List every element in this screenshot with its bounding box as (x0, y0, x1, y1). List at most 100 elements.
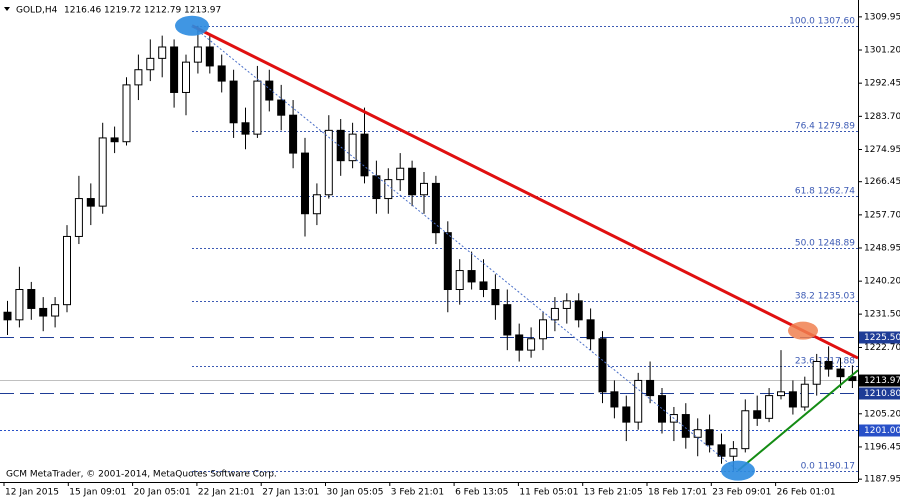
candle-body (812, 361, 821, 385)
header-ohlc: 1213.97 (184, 6, 221, 16)
candle-body (443, 232, 452, 291)
price-level-box (859, 424, 900, 437)
copyright: GCM MetaTrader, © 2001-2014, MetaQuotes … (6, 470, 277, 480)
candle-body (336, 129, 345, 162)
fib-label: 38.2 1235.03 (795, 291, 855, 301)
price-level-label: 1225.50 (864, 333, 900, 343)
candle-body (289, 114, 298, 154)
fib-price: 1235.03 (818, 291, 855, 301)
touch-point (788, 321, 818, 340)
candle-body (431, 182, 440, 234)
x-tick-label: 23 Feb 09:01 (712, 488, 771, 498)
y-tick-label: 1257.70 (864, 210, 900, 220)
price-level-label: 1210.80 (864, 389, 900, 399)
trendline (191, 24, 859, 360)
candle-body (408, 167, 417, 196)
candle-body (479, 281, 488, 291)
x-tick-label: 26 Feb 01:01 (777, 488, 836, 498)
x-tick-label: 12 Jan 2015 (5, 488, 59, 498)
anchor-point (175, 15, 209, 36)
fib-label: 23.6 1217.88 (795, 356, 855, 366)
fib-level: 61.8 (795, 186, 815, 196)
fib-price: 1262.74 (818, 186, 855, 196)
fib-label: 76.4 1279.89 (795, 121, 855, 131)
candle-body (265, 80, 274, 101)
candle-body (98, 137, 107, 207)
candle-body (51, 304, 60, 317)
fib-price: 1279.89 (818, 121, 855, 131)
candle-body (146, 57, 155, 71)
candle-body (598, 338, 607, 393)
candle-body (301, 152, 309, 215)
candle-body (312, 194, 321, 215)
candle-body (753, 410, 762, 419)
candle-body (467, 270, 476, 283)
candle-body (384, 179, 393, 200)
candle-body (717, 444, 726, 457)
candle-body (170, 46, 179, 93)
candle-body (824, 361, 833, 370)
x-tick-label: 3 Feb 21:01 (391, 488, 444, 498)
header-ohlc: 1219.72 (104, 6, 141, 16)
y-tick-label: 1309.95 (864, 12, 900, 22)
candle-body (158, 46, 167, 59)
x-tick-label: 11 Feb 05:01 (519, 488, 578, 498)
candle-body (3, 311, 12, 321)
candle-body (658, 395, 666, 423)
x-tick-label: 20 Jan 05:01 (134, 488, 191, 498)
y-tick-label: 1196.45 (864, 442, 900, 452)
candle-body (455, 270, 464, 291)
candle-body (396, 167, 405, 181)
x-tick-label: 22 Jan 21:01 (198, 488, 255, 498)
y-tick-label: 1231.50 (864, 310, 900, 320)
candle-body (527, 338, 536, 351)
candle-body (110, 137, 119, 143)
y-tick-label: 1301.20 (864, 46, 900, 56)
candle-body (788, 391, 797, 408)
dropdown-icon[interactable] (4, 7, 10, 11)
candle-body (63, 235, 71, 306)
candle-body (681, 414, 690, 438)
x-tick-label: 15 Jan 09:01 (69, 488, 126, 498)
candle-body (15, 289, 24, 321)
candle-body (229, 80, 238, 124)
y-tick-label: 1283.70 (864, 112, 900, 122)
candle-body (74, 198, 83, 237)
y-tick-label: 1240.20 (864, 277, 900, 287)
candle-body (622, 406, 631, 423)
fib-label: 50.0 1248.89 (795, 238, 855, 248)
fib-label: 0.0 1190.17 (801, 461, 855, 471)
candle-body (550, 307, 559, 321)
candle-body (241, 122, 250, 135)
header-ohlc: 1216.46 (64, 6, 101, 16)
candle-body (324, 129, 333, 196)
fib-level: 100.0 (789, 16, 815, 26)
x-tick-label: 30 Jan 05:05 (327, 488, 384, 498)
candle-body (634, 379, 643, 423)
price-level-box (859, 387, 900, 400)
candle-body (586, 319, 595, 340)
candle-body (777, 391, 785, 397)
y-tick-label: 1248.95 (864, 244, 900, 254)
plot-area: 100.0 1307.60 76.4 1279.89 61.8 1262.74 50.… (0, 15, 859, 481)
candle-body (348, 133, 357, 162)
fib-level: 0.0 (801, 461, 816, 471)
candle-body (836, 368, 845, 378)
fib-level: 50.0 (795, 238, 815, 248)
fib-price: 1248.89 (818, 238, 855, 248)
candle-body (217, 65, 226, 82)
fib-level: 76.4 (795, 121, 815, 131)
fib-price: 1217.88 (818, 356, 855, 366)
candle-body (574, 300, 583, 321)
candle-body (253, 80, 262, 135)
candle-body (646, 379, 655, 397)
candle-body (39, 307, 48, 317)
candle-body (491, 289, 500, 306)
current-price-box (859, 374, 900, 387)
price-level-box (859, 331, 900, 344)
fib-level: 23.6 (795, 356, 815, 366)
y-tick-label: 1266.45 (864, 177, 900, 187)
x-tick-label: 27 Jan 13:01 (262, 488, 319, 498)
